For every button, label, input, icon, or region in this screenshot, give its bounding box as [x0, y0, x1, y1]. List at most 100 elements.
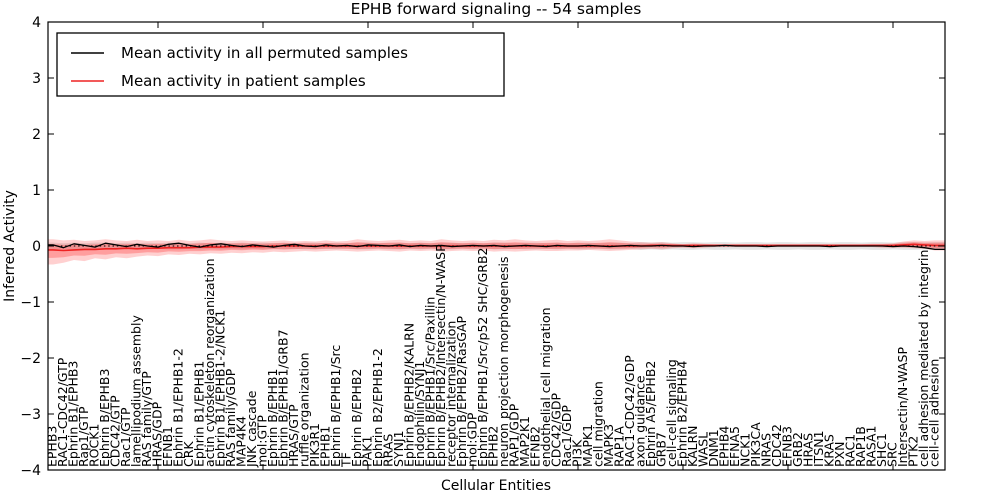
x-tick-label: Ephrin B1/EPHB1-2: [171, 348, 186, 467]
x-tick-label: RASA1: [864, 426, 879, 467]
x-tick-label: MAPK3: [601, 424, 616, 467]
x-tick-label: KALRN: [685, 425, 700, 467]
x-tick-label: Ephrin B1/EPHB3: [66, 361, 81, 467]
x-tick-label: Ephrin B/EPHB1/Src: [328, 345, 343, 467]
x-tick-label: SHC1: [874, 433, 889, 467]
x-tick-label: Ephrin B/EPHB2/Intersectin/N-WASP: [433, 244, 448, 467]
chart-title: EPHB forward signaling -- 54 samples: [351, 0, 642, 18]
y-tick-label: −1: [20, 295, 41, 311]
x-tick-label: Ephrin B/EPHB1/GRB7: [276, 329, 291, 467]
x-tick-label: MAPK1: [580, 424, 595, 467]
x-tick-label: SYNJ1: [391, 430, 406, 467]
x-tick-label: Rap1/GTP: [76, 406, 91, 467]
legend-box: [56, 32, 505, 97]
x-tick-label: Ephrin B/EPHB2/RasGAP: [454, 316, 469, 467]
x-tick-label: Ephrin B/EPHB1/Src/Paxillin: [423, 297, 438, 467]
x-tick-label: Rac1/GTP: [118, 407, 133, 467]
x-tick-label: EPHB2: [486, 426, 501, 467]
x-axis-label: Cellular Entities: [441, 478, 551, 494]
x-tick-label: WASL: [696, 432, 711, 467]
x-tick-label: PXN: [832, 442, 847, 467]
x-tick-label: actin cytoskeleton reorganization: [202, 258, 217, 467]
x-tick-label: EFNB2: [528, 426, 543, 467]
x-tick-label: DNM1: [706, 429, 721, 467]
x-tick-label: axon guidance: [633, 375, 648, 467]
x-tick-label: RAC1: [843, 434, 858, 467]
x-tick-label: MAP4K4: [234, 416, 249, 467]
x-tick-label: PIK3CA: [748, 422, 763, 467]
x-tick-label: EPHB1: [318, 426, 333, 467]
y-tick-label: 0: [32, 239, 41, 255]
x-tick-label: PTK2: [906, 436, 921, 467]
y-axis-label: Inferred Activity: [2, 190, 18, 302]
x-tick-label: RAP1B: [853, 426, 868, 467]
x-tick-label: HRAS: [801, 433, 816, 467]
x-tick-label: ruffle organization: [297, 352, 312, 467]
x-tick-label: Ephrin B2/EPHB4: [675, 361, 690, 467]
x-tick-label: EFNB3: [780, 426, 795, 467]
x-tick-label: Ephrin B1/EPHB1: [192, 361, 207, 467]
x-tick-label: Endophilin/SYNJ1: [412, 361, 427, 467]
x-tick-label: RRAS: [381, 434, 396, 467]
lines-layer: [48, 242, 945, 252]
legend-label-permuted-samples: Mean activity in all permuted samples: [121, 44, 408, 62]
x-tick-label: Intersectin/N-WASP: [895, 347, 910, 467]
x-tick-label: mol:GDP: [465, 412, 480, 467]
x-tick-label: JNK cascade: [244, 390, 259, 468]
x-tick-label: CRK: [181, 441, 196, 467]
x-tick-label: HRAS/GDP: [150, 401, 165, 467]
x-tick-label: RAS family/GTP: [139, 371, 154, 467]
x-tick-label: EFNB1: [160, 426, 175, 467]
x-tick-label: cell migration: [591, 381, 606, 467]
x-tick-label: EPHB4: [717, 426, 732, 467]
x-tick-label: Ephrin B/EPHB3: [97, 369, 112, 467]
x-tick-label: GRB2: [790, 432, 805, 467]
x-tick-label: CDC42/GTP: [108, 395, 123, 467]
x-tick-label: Ephrin A5/EPHB2: [643, 361, 658, 467]
x-tick-label: NRAS: [759, 433, 774, 467]
x-tick-label: Ephrin B/EPHB2/KALRN: [402, 323, 417, 467]
x-tick-label: PIK3R1: [307, 423, 322, 467]
x-tick-label: ITSN1: [811, 430, 826, 467]
x-tick-label: Ephrin B1/EPHB1-2/NCK1: [213, 310, 228, 467]
x-tick-label: CDC42: [769, 424, 784, 467]
x-tick-label: PI3K: [570, 439, 585, 467]
y-tick-label: −3: [20, 407, 41, 423]
y-tick-label: 1: [32, 183, 41, 199]
x-tick-label: KRAS: [822, 434, 837, 467]
x-tick-label: RAC1-CDC42/GDP: [622, 355, 637, 467]
x-tick-label: receptor internalization: [444, 321, 459, 467]
x-tick-label: cell-cell adhesion: [927, 359, 942, 467]
x-tick-label: SRC: [885, 442, 900, 467]
x-tick-label: RAC1-CDC42/GTP: [55, 357, 70, 467]
y-tick-label: 3: [32, 71, 41, 87]
x-tick-label: EFNA5: [727, 426, 742, 467]
y-tick-label: −4: [20, 463, 41, 479]
y-tick-label: 4: [32, 15, 41, 31]
x-tick-label: EPHB3: [45, 426, 60, 467]
y-tick-label: 2: [32, 127, 41, 143]
x-tick-label: CDC42/GDP: [549, 392, 564, 467]
x-tick-label: ROCK1: [87, 424, 102, 467]
x-tick-label: TF: [339, 452, 354, 468]
x-tick-label: HRAS/GTP: [286, 404, 301, 467]
x-tick-label: endothelial cell migration: [538, 307, 553, 467]
x-tick-label: Ephrin B/EPHB1/Src/p52 SHC/GRB2: [475, 248, 490, 468]
x-tick-label: neuron projection morphogenesis: [496, 256, 511, 467]
x-tick-label: Ephrin B/EPHB2: [349, 369, 364, 467]
x-tick-label: RAP1A: [612, 426, 627, 467]
x-tick-label: GRB7: [654, 432, 669, 467]
x-tick-label: Rac1/GDP: [559, 405, 574, 467]
permuted-mean-line: [48, 242, 945, 251]
x-tick-label: Ephrin B/EPHB1: [265, 369, 280, 467]
x-tick-label: cell-cell signaling: [664, 359, 679, 467]
x-tick-label: PAK1: [360, 436, 375, 467]
legend: Mean activity in all permuted samples Me…: [56, 32, 505, 97]
y-tick-labels: −4 −3 −2 −1 0 1 2 3 4: [20, 15, 41, 479]
x-tick-label: mol:GTP: [255, 415, 270, 467]
x-tick-label: RAS family/GDP: [223, 368, 238, 467]
x-tick-label: Ephrin B2/EPHB1-2: [370, 348, 385, 467]
